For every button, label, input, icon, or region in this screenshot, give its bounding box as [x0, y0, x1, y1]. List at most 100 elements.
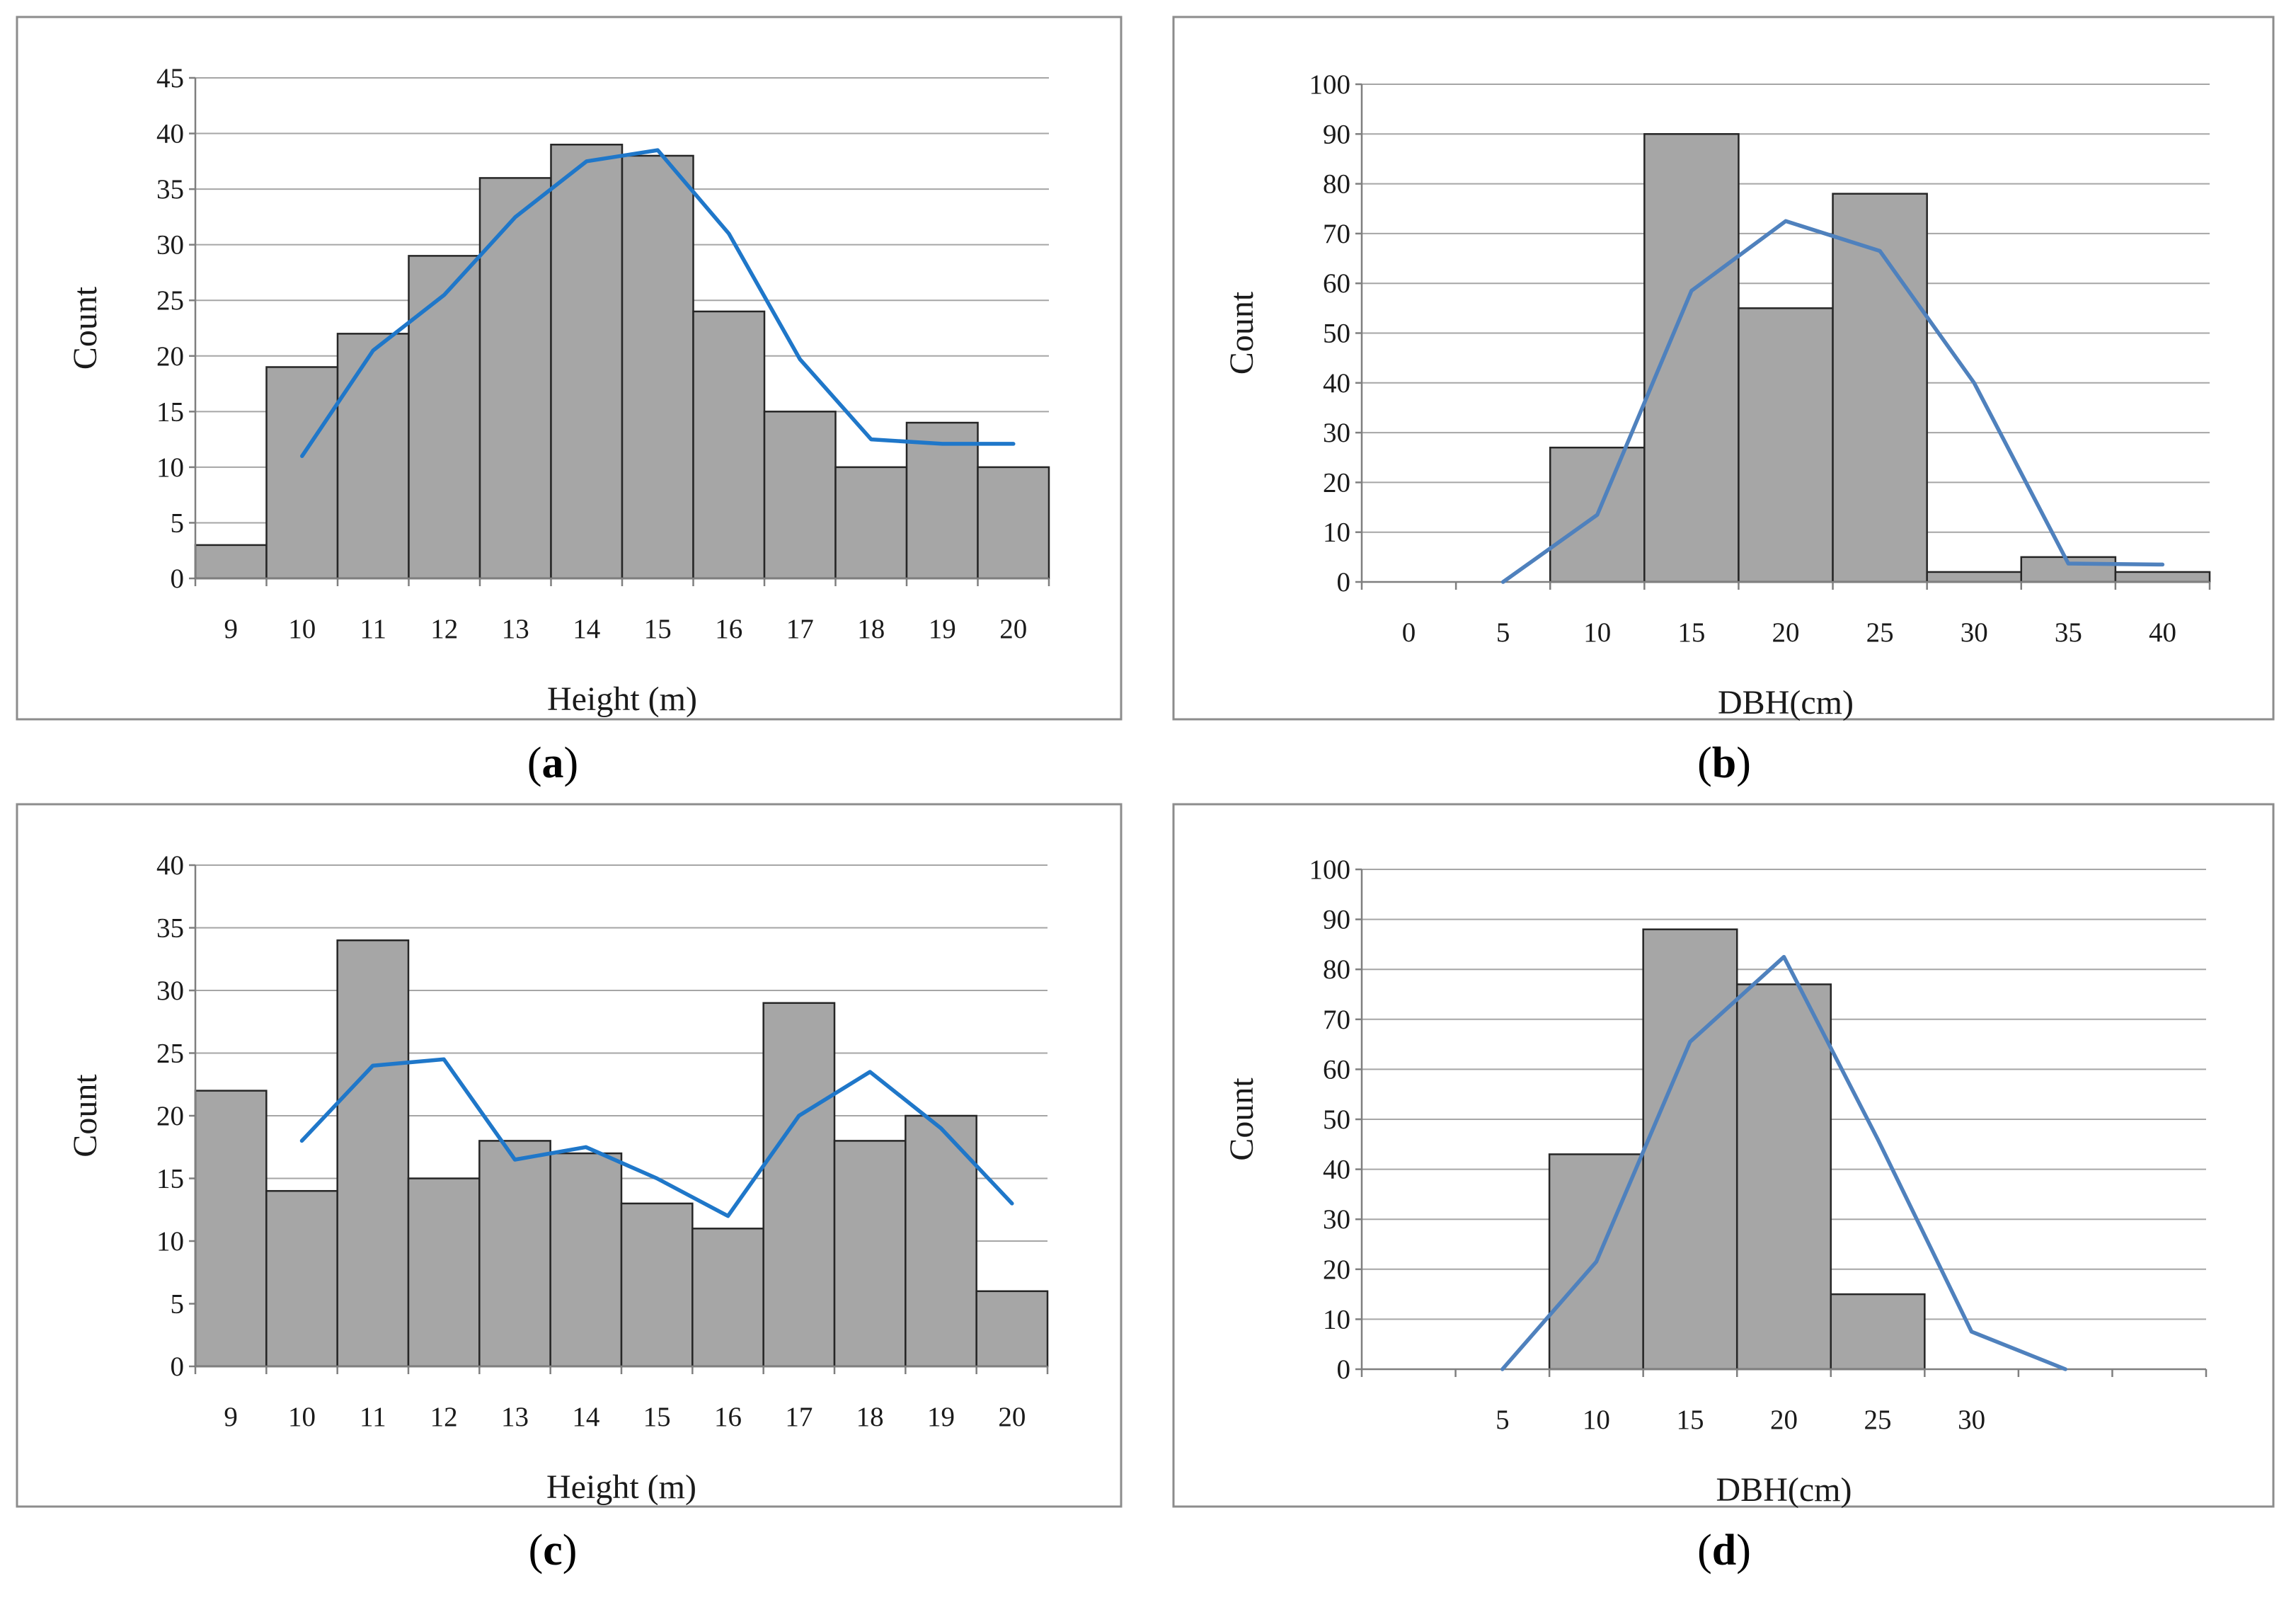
- y-tick-label: 60: [1323, 268, 1350, 299]
- panel-label-letter: d: [1712, 1526, 1736, 1575]
- bar: [194, 544, 268, 580]
- x-tick-label: 20: [999, 614, 1027, 644]
- x-tick-label: 0: [1402, 617, 1416, 648]
- panel-label-open: (: [1697, 739, 1712, 787]
- y-tick-label: 30: [156, 230, 184, 261]
- y-tick-label: 10: [1323, 1304, 1350, 1335]
- y-tick-label: 35: [156, 174, 184, 205]
- bar: [763, 411, 837, 580]
- x-tick-label: 15: [1676, 1405, 1704, 1435]
- y-tick-label: 10: [156, 1226, 184, 1257]
- y-axis-title: Count: [67, 286, 104, 370]
- x-tick-label: 18: [856, 1402, 884, 1432]
- panel-label-letter: a: [542, 739, 564, 787]
- bar: [265, 366, 339, 580]
- bar: [478, 1140, 551, 1368]
- x-tick-label: 25: [1864, 1405, 1892, 1435]
- bar: [1642, 928, 1738, 1371]
- y-tick-label: 15: [156, 396, 184, 427]
- bar: [336, 939, 410, 1368]
- panel-label-close: ): [1736, 739, 1751, 787]
- x-tick-label: 14: [572, 1402, 599, 1432]
- y-tick-label: 50: [1323, 319, 1350, 349]
- y-tick-label: 80: [1323, 954, 1350, 985]
- x-tick-label: 30: [1958, 1405, 1985, 1435]
- y-tick-label: 100: [1309, 69, 1351, 100]
- x-tick-label: 19: [927, 1402, 955, 1432]
- y-tick-label: 10: [156, 452, 184, 483]
- x-tick-label: 10: [1583, 617, 1611, 648]
- panel-label-close: ): [563, 1526, 578, 1575]
- x-tick-label: 10: [288, 1402, 316, 1432]
- bar: [977, 466, 1050, 580]
- x-tick-label: 20: [1770, 1405, 1798, 1435]
- x-axis-title: Height (m): [546, 1468, 696, 1506]
- bar: [692, 310, 766, 580]
- chart-panel-c: 0 5 10 15 20 25 30 35 40 9 10 11 12 13 14 15 16 17 18 19 20 H…: [16, 803, 1123, 1508]
- x-axis-title: DBH(cm): [1716, 1471, 1852, 1509]
- y-axis-title: Count: [1223, 291, 1261, 375]
- y-tick-label: 20: [1323, 467, 1350, 498]
- bar: [336, 333, 410, 580]
- y-tick-label: 50: [1323, 1104, 1350, 1135]
- bar: [1643, 133, 1740, 583]
- bar: [2114, 571, 2211, 583]
- x-tick-label: 15: [644, 614, 672, 644]
- bar: [478, 177, 552, 580]
- y-tick-label: 25: [156, 285, 184, 316]
- bar: [408, 255, 481, 580]
- x-tick-label: 18: [857, 614, 885, 644]
- x-tick-label: 13: [502, 614, 529, 644]
- bar: [975, 1290, 1049, 1368]
- fit-line: [300, 148, 1016, 458]
- panel-label-b: (b): [1697, 739, 1751, 787]
- x-axis-title: Height (m): [547, 680, 697, 718]
- bar: [1735, 983, 1832, 1371]
- x-tick-label: 17: [786, 614, 814, 644]
- x-tick-label: 20: [1772, 617, 1800, 648]
- x-tick-label: 20: [998, 1402, 1026, 1432]
- y-tick-label: 20: [156, 1101, 184, 1131]
- x-tick-label: 13: [501, 1402, 529, 1432]
- y-axis-title: Count: [67, 1074, 104, 1158]
- panel-label-open: (: [1697, 1526, 1712, 1575]
- y-tick-label: 0: [1337, 567, 1351, 598]
- bar: [1738, 307, 1834, 583]
- panel-label-letter: c: [543, 1526, 563, 1575]
- y-tick-label: 25: [156, 1039, 184, 1069]
- y-tick-label: 80: [1323, 169, 1350, 200]
- y-tick-label: 0: [1337, 1354, 1351, 1385]
- y-tick-label: 40: [156, 119, 184, 149]
- x-tick-label: 40: [2149, 617, 2176, 648]
- x-tick-label: 11: [360, 1402, 386, 1432]
- y-tick-label: 40: [1323, 1155, 1350, 1185]
- y-tick-label: 70: [1323, 1005, 1350, 1035]
- chart-panel-a: 0 5 10 15 20 25 30 35 40 45 9 10 11 12 13 14 15 16 17 18 19 2…: [16, 16, 1123, 721]
- bar: [762, 1002, 836, 1368]
- bar: [620, 1202, 694, 1368]
- y-tick-label: 30: [1323, 418, 1350, 448]
- y-tick-label: 30: [1323, 1204, 1350, 1235]
- bar: [549, 1152, 623, 1368]
- chart-panel-b: 0 10 20 30 40 50 60 70 80 90 100 0 5 10 15 20 25 30 35 40 DB…: [1172, 16, 2275, 721]
- y-tick-label: 0: [171, 564, 185, 594]
- y-axis-title: Count: [1223, 1078, 1261, 1161]
- y-tick-label: 70: [1323, 219, 1350, 249]
- x-tick-label: 9: [224, 614, 239, 644]
- x-tick-label: 25: [1866, 617, 1894, 648]
- chart-panel-d: 0 10 20 30 40 50 60 70 80 90 100 5 10 15 20 25 30 DBH(cm)…: [1172, 803, 2275, 1509]
- y-tick-label: 40: [156, 850, 184, 881]
- bar: [1830, 1293, 1926, 1371]
- bar: [1926, 571, 2023, 583]
- bar: [407, 1177, 481, 1368]
- panel-label-c: (c): [529, 1526, 578, 1575]
- y-tick-label: 45: [156, 63, 184, 93]
- panel-label-close: ): [1736, 1526, 1751, 1575]
- x-tick-label: 11: [360, 614, 386, 644]
- bar: [905, 421, 979, 580]
- y-tick-label: 5: [171, 1289, 185, 1320]
- y-tick-label: 90: [1323, 119, 1350, 149]
- y-tick-label: 100: [1309, 855, 1351, 885]
- fit-line: [299, 1057, 1014, 1218]
